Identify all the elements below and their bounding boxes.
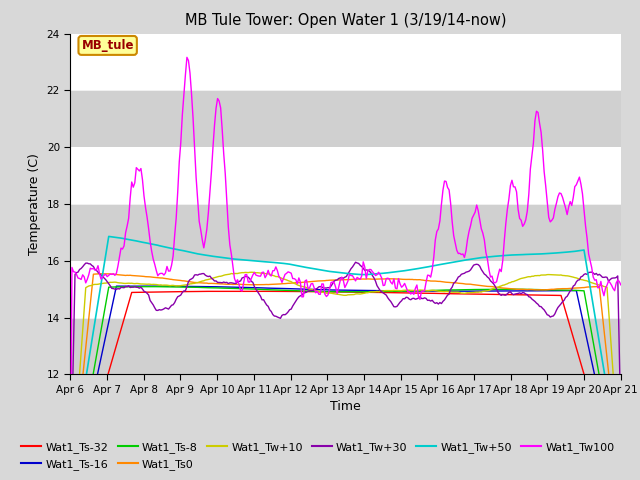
Text: MB_tule: MB_tule bbox=[81, 39, 134, 52]
Legend: Wat1_Ts-32, Wat1_Ts-16, Wat1_Ts-8, Wat1_Ts0, Wat1_Tw+10, Wat1_Tw+30, Wat1_Tw+50,: Wat1_Ts-32, Wat1_Ts-16, Wat1_Ts-8, Wat1_… bbox=[17, 438, 620, 474]
Title: MB Tule Tower: Open Water 1 (3/19/14-now): MB Tule Tower: Open Water 1 (3/19/14-now… bbox=[185, 13, 506, 28]
X-axis label: Time: Time bbox=[330, 400, 361, 413]
Bar bbox=[70, 318, 621, 374]
Bar bbox=[70, 90, 621, 147]
Y-axis label: Temperature (C): Temperature (C) bbox=[28, 153, 41, 255]
Bar bbox=[70, 204, 621, 261]
Bar bbox=[70, 0, 621, 34]
